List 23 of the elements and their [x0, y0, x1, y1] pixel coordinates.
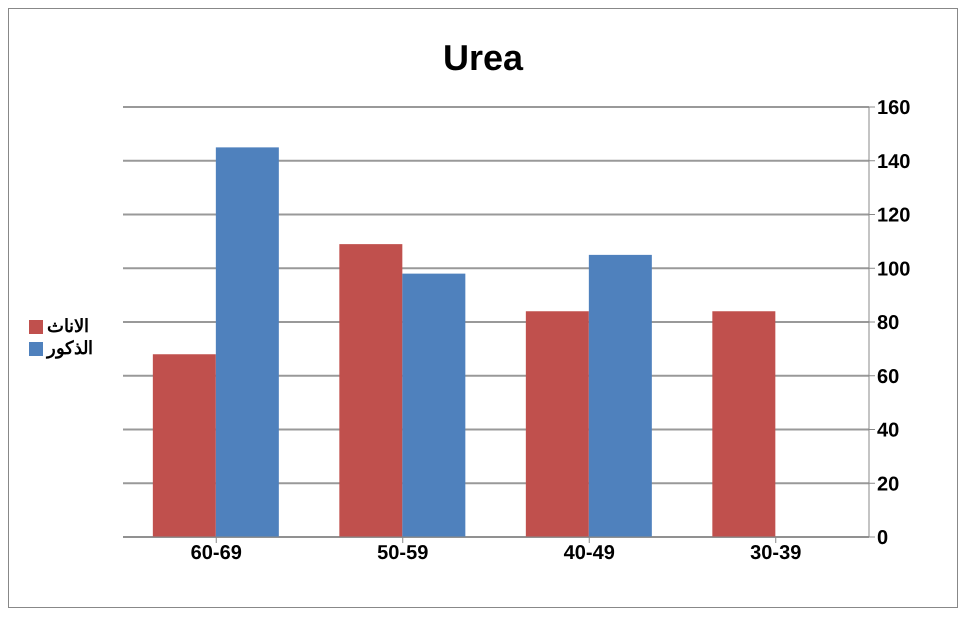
bar — [402, 274, 466, 537]
x-tick-label: 30-39 — [750, 542, 802, 564]
x-tick-label: 40-49 — [564, 542, 615, 564]
y-tick-label: 20 — [877, 473, 900, 496]
y-tick-label: 120 — [877, 204, 910, 227]
y-tick-label: 0 — [877, 527, 888, 550]
bar — [588, 254, 652, 537]
legend-label: الاناث — [47, 316, 89, 336]
y-tick-label: 160 — [877, 97, 910, 120]
bar — [216, 147, 279, 537]
x-tick-label: 60-69 — [190, 542, 242, 564]
bar — [526, 311, 589, 537]
y-tick-label: 60 — [877, 366, 900, 388]
bar — [339, 244, 402, 537]
legend-label: الذكور — [47, 338, 93, 358]
x-tick-label: 50-59 — [377, 542, 428, 564]
y-tick-label: 140 — [877, 150, 910, 173]
y-tick-label: 100 — [877, 258, 910, 280]
y-tick-label: 40 — [877, 420, 900, 442]
bar — [152, 354, 216, 537]
y-tick-label: 80 — [877, 312, 900, 334]
bar — [712, 311, 776, 537]
chart-title: Urea — [442, 37, 524, 80]
